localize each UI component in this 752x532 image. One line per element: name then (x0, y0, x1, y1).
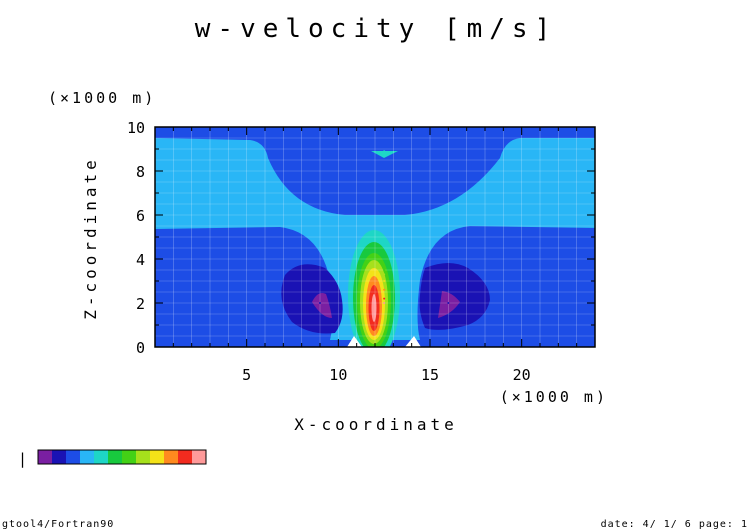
x-tick-label: 15 (421, 366, 439, 384)
contour-region-purple-left (312, 293, 332, 318)
grid (155, 127, 595, 347)
chart-title: w-velocity [m/s] (195, 14, 557, 44)
contour-sample (319, 302, 321, 304)
contour-sample (447, 302, 450, 304)
y-tick-label: 4 (136, 251, 145, 269)
colorbar-swatch (136, 450, 150, 464)
contour-region-pink (371, 294, 377, 322)
x-axis-label: X-coordinate (294, 415, 458, 434)
tick-marks (155, 127, 595, 347)
x-tick-label: 10 (329, 366, 347, 384)
colorbar-frame (37, 449, 207, 465)
colorbar-swatch (108, 450, 122, 464)
y-tick-label: 10 (127, 119, 145, 137)
terrain-notch-left (347, 336, 362, 347)
contour-sample (322, 304, 325, 307)
y-tick-labels: 0 2 4 6 8 10 (127, 119, 145, 357)
contour-field (155, 127, 595, 347)
colorbar-swatch (192, 450, 206, 464)
contour-region-upper-cell (371, 151, 398, 158)
y-axis-label: Z-coordinate (81, 156, 100, 320)
colorbar (37, 449, 207, 465)
colorbar-swatch (122, 450, 136, 464)
x-tick-label: 5 (242, 366, 251, 384)
contour-region-dark-right (419, 263, 490, 330)
y-tick-label: 8 (136, 163, 145, 181)
contour-region-purple-right (438, 291, 460, 318)
y-tick-label: 2 (136, 295, 145, 313)
contour-sample (383, 280, 386, 282)
contour-sample (443, 304, 446, 307)
contour-sample (383, 297, 386, 300)
y-axis-unit: (×1000 m) (48, 89, 156, 107)
colorbar-minus-label: | (18, 450, 27, 468)
x-axis-unit: (×1000 m) (500, 388, 608, 406)
footer-right: date: 4/ 1/ 6 page: 1 (601, 519, 748, 530)
colorbar-swatch (52, 450, 66, 464)
colorbar-swatch (164, 450, 178, 464)
contour-sample (383, 269, 386, 271)
x-tick-label: 20 (513, 366, 531, 384)
colorbar-swatch (38, 450, 52, 464)
contour-sample (383, 273, 386, 276)
contour-sample (383, 288, 386, 291)
contour-sample (383, 302, 386, 304)
colorbar-swatch (66, 450, 80, 464)
y-tick-label: 6 (136, 207, 145, 225)
colorbar-swatch (150, 450, 164, 464)
colorbar-swatch (94, 450, 108, 464)
y-tick-label: 0 (136, 339, 145, 357)
x-tick-labels: 5 10 15 20 (242, 366, 531, 384)
terrain-notch-right (405, 336, 421, 347)
colorbar-swatch (80, 450, 94, 464)
contour-sample (383, 150, 386, 153)
colorbar-swatch (178, 450, 192, 464)
footer-left: gtool4/Fortran90 (2, 519, 114, 530)
